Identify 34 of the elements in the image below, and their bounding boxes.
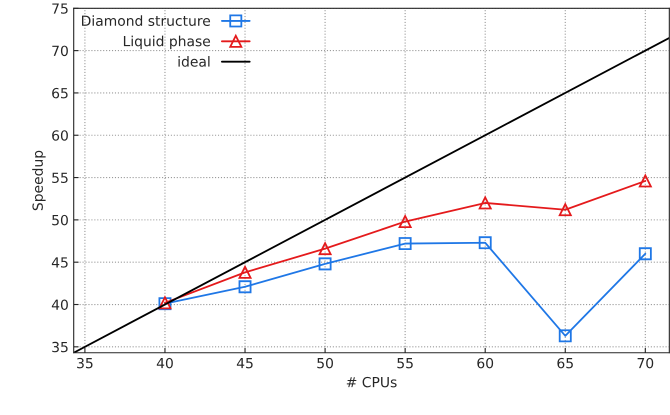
x-tick-label: 65 <box>557 358 573 368</box>
point <box>398 237 412 250</box>
x-tick-label: 55 <box>397 358 413 368</box>
y-tick-label: 45 <box>52 257 68 268</box>
y-tick-label: 75 <box>52 3 68 14</box>
point <box>238 266 252 279</box>
point <box>398 215 412 228</box>
point <box>318 242 332 256</box>
y-tick-label: 50 <box>52 214 68 226</box>
point <box>318 257 332 270</box>
point <box>558 329 572 342</box>
legend-label: ideal <box>178 56 210 67</box>
x-tick-label: 50 <box>317 358 333 368</box>
x-tick-label: 60 <box>477 358 494 368</box>
point <box>478 196 492 210</box>
point <box>638 174 652 188</box>
y-tick-label: 65 <box>52 88 68 98</box>
y-tick-label: 60 <box>52 130 68 141</box>
legend-label: Liquid phase <box>124 36 210 50</box>
y-tick-label: 40 <box>52 299 68 310</box>
y-tick-label: 70 <box>52 46 68 56</box>
y-tick-label: 55 <box>52 172 68 184</box>
legend-label: Diamond structure <box>82 15 210 26</box>
x-tick-label: 45 <box>236 358 253 368</box>
point <box>238 280 252 294</box>
y-tick-label: 35 <box>52 342 68 352</box>
point <box>558 203 572 216</box>
point <box>638 247 652 260</box>
y-axis-title: Speedup <box>32 150 46 210</box>
x-tick-label: 70 <box>638 358 654 368</box>
x-tick-label: 35 <box>77 358 93 368</box>
x-axis-title: # CPUs <box>346 376 397 388</box>
x-tick-label: 40 <box>156 358 173 368</box>
point <box>478 236 492 250</box>
